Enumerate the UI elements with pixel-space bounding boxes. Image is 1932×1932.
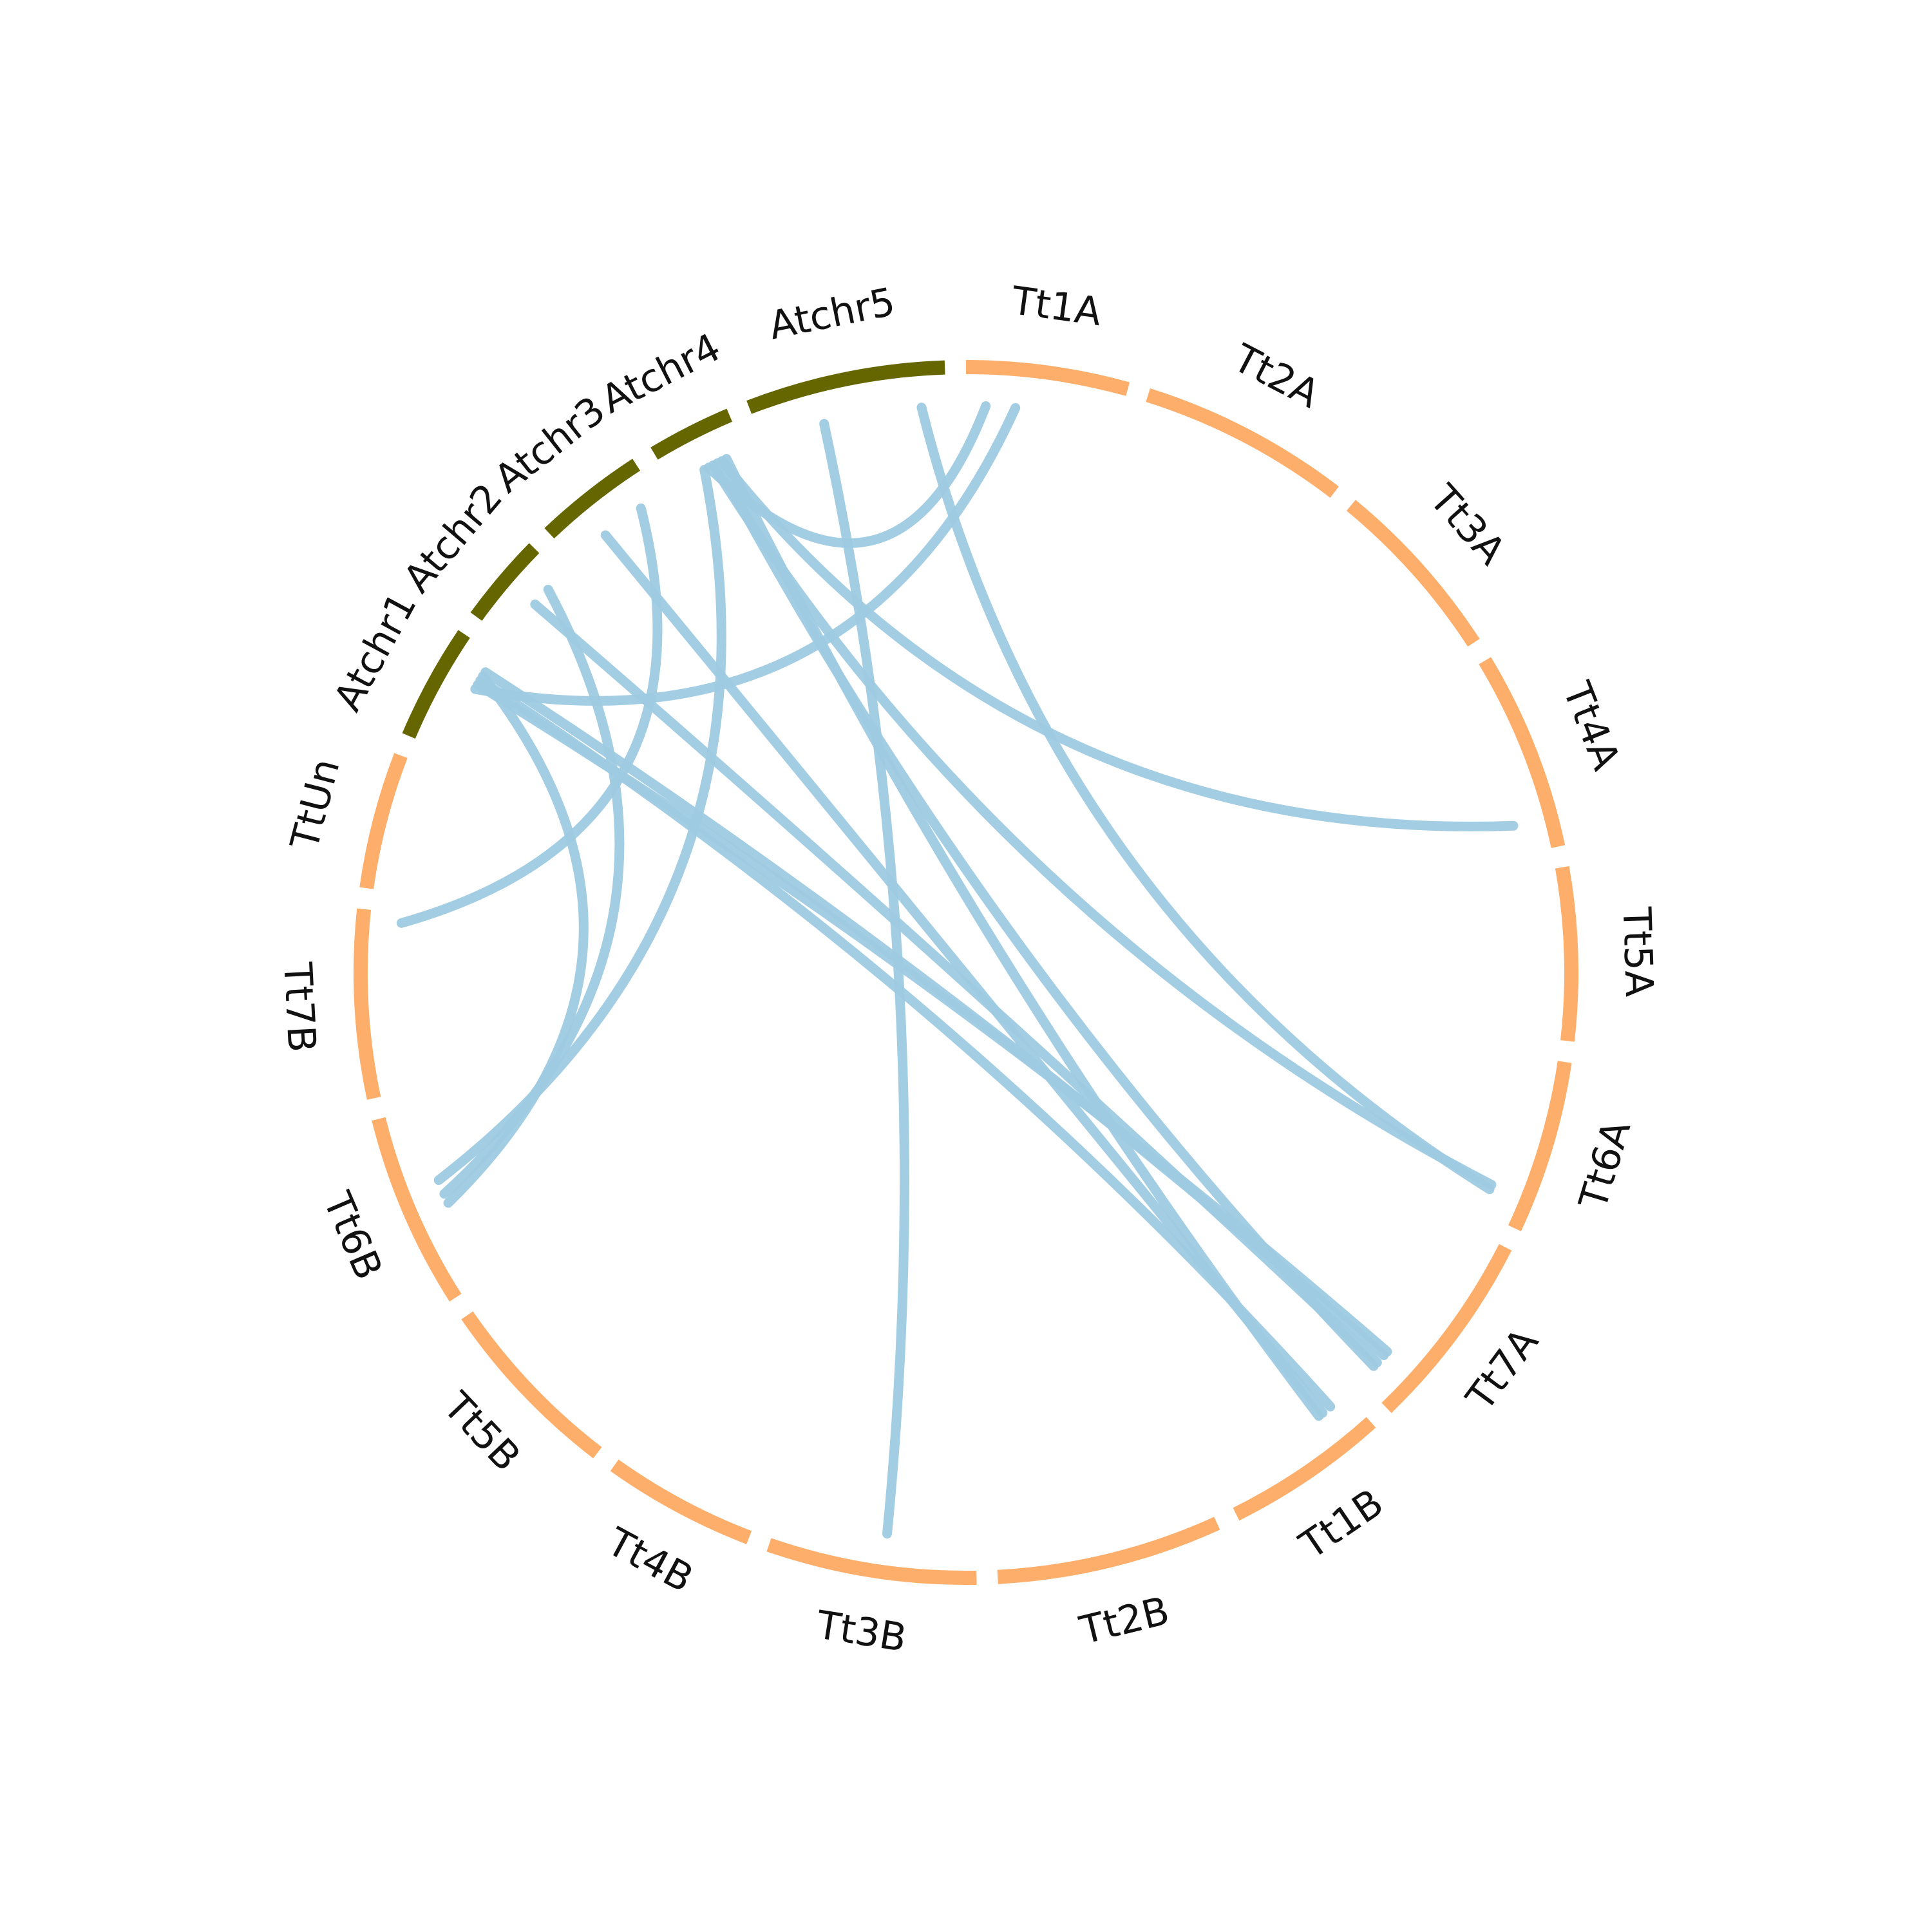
segment-label-ttun: TtUn (282, 754, 349, 855)
segment-label-tt2a: Tt2A (1226, 336, 1327, 417)
link-atchr1-tt1a-3 (470, 402, 1021, 706)
segment-arc-atchr2 (470, 543, 540, 621)
link-atchr2-tt7a-6 (530, 599, 1382, 1368)
segment-label-tt4b: Tt4B (599, 1519, 700, 1602)
segment-label-atchr4: Atchr4 (594, 325, 728, 422)
segment-label-tt1b: Tt1B (1291, 1481, 1392, 1569)
link-atchr5-tt3b-15 (819, 419, 909, 1539)
segment-arc-ttun (359, 753, 408, 889)
segment-label-tt7a: Tt7A (1457, 1320, 1548, 1420)
link-atchr4-tt7a-13 (712, 458, 1379, 1371)
link-atchr4-tt6a-11 (708, 460, 1497, 1190)
segment-arc-tt1b (1233, 1417, 1376, 1521)
segment-arc-tt7a (1381, 1244, 1512, 1414)
segment-label-tt5a: Tt5A (1614, 905, 1662, 997)
segment-label-tt3a: Tt3A (1420, 476, 1514, 573)
segment-arc-tt1a (965, 360, 1130, 396)
segment-arc-tt2a (1146, 388, 1339, 498)
links-layer (396, 401, 1519, 1539)
segment-arc-tt4b (610, 1459, 752, 1544)
link-atchr4-tt1b-10 (721, 453, 1324, 1421)
segment-arc-tt3b (766, 1538, 977, 1585)
segment-arc-tt2b (997, 1517, 1220, 1584)
link-atchr4-tt1a-16 (703, 401, 991, 548)
segment-label-tt1a: Tt1A (1009, 278, 1104, 335)
segment-arc-atchr4 (650, 408, 733, 460)
segment-arc-tt5b (461, 1311, 602, 1459)
segment-label-tt6b: Tt6B (314, 1185, 391, 1286)
segment-label-tt4a: Tt4A (1553, 676, 1629, 776)
segment-arc-tt4a (1479, 657, 1566, 848)
segment-arc-atchr1 (402, 630, 470, 739)
segment-label-tt2b: Tt2B (1075, 1588, 1173, 1653)
segment-arc-atchr5 (746, 360, 945, 414)
segment-arc-tt6a (1508, 1061, 1572, 1231)
segment-label-tt6a: Tt6A (1571, 1115, 1640, 1215)
segments-layer (354, 360, 1578, 1585)
segment-label-atchr3: Atchr3 (486, 388, 614, 502)
segment-arc-tt6b (372, 1117, 462, 1302)
link-atchr5-tt6a-14 (916, 402, 1495, 1195)
segment-label-tt5b: Tt5B (434, 1383, 529, 1480)
segment-label-tt7b: Tt7B (274, 961, 324, 1054)
link-atchr3-tt7b-8 (396, 503, 663, 928)
segment-label-atchr5: Atchr5 (765, 279, 898, 349)
segment-arc-atchr3 (544, 459, 641, 539)
link-atchr4-tt4a-12 (717, 456, 1519, 831)
segment-arc-tt3a (1346, 500, 1480, 647)
segment-label-tt3b: Tt3B (813, 1602, 909, 1661)
segment-arc-tt5a (1555, 866, 1578, 1042)
segment-label-atchr1: Atchr1 (325, 585, 426, 719)
link-atchr4-tt6b-9 (433, 464, 726, 1186)
segment-arc-tt7b (354, 908, 381, 1100)
